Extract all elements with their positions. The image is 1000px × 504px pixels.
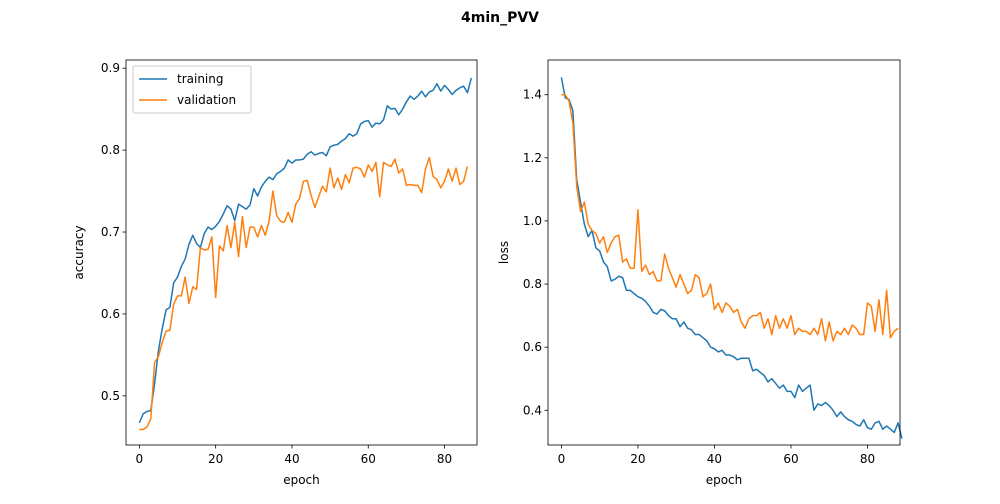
x-tick-label: 80: [860, 452, 875, 466]
x-tick-label: 40: [707, 452, 722, 466]
x-tick-label: 20: [208, 452, 223, 466]
series-line-training: [138, 77, 473, 424]
y-axis-label: loss: [497, 241, 511, 264]
y-tick-label: 1.2: [523, 151, 542, 165]
y-tick-label: 0.6: [523, 340, 542, 354]
y-tick-label: 0.8: [523, 277, 542, 291]
x-tick-label: 80: [437, 452, 452, 466]
x-tick-label: 20: [630, 452, 645, 466]
legend: training validation: [132, 65, 252, 114]
y-tick-label: 0.8: [101, 143, 120, 157]
y-tick-label: 0.6: [101, 307, 120, 321]
figure-title: 4min_PVV: [461, 10, 539, 26]
x-axis-label: epoch: [283, 473, 320, 487]
series-line-training: [560, 77, 903, 439]
y-tick-label: 0.9: [101, 61, 120, 75]
y-tick-label: 0.5: [101, 389, 120, 403]
x-tick-label: 60: [783, 452, 798, 466]
axes-frame: [547, 59, 901, 446]
legend-box: [132, 65, 252, 114]
axes-frame: [125, 59, 478, 446]
chart-panel-loss: 0 20 40 60 80 0.4 0.6 0.8 1.0 1.2 1.4 epoch loss: [497, 59, 903, 487]
y-axis-label: accuracy: [72, 225, 86, 279]
y-tick-label: 1.4: [523, 88, 542, 102]
series-line-validation: [139, 156, 469, 431]
legend-label-training: training: [177, 72, 224, 86]
x-tick-label: 40: [284, 452, 299, 466]
legend-label-validation: validation: [177, 93, 236, 107]
chart-panel-accuracy: 0 20 40 60 80 0.5 0.6 0.7 0.8 0.9 epoch accuracy tra…: [72, 59, 478, 487]
x-tick-label: 0: [136, 452, 144, 466]
x-tick-label: 0: [558, 452, 566, 466]
x-axis-label: epoch: [706, 473, 743, 487]
x-tick-label: 60: [361, 452, 376, 466]
y-tick-label: 1.0: [523, 214, 542, 228]
series-line-validation: [561, 93, 899, 342]
y-tick-label: 0.4: [523, 403, 542, 417]
y-tick-label: 0.7: [101, 225, 120, 239]
